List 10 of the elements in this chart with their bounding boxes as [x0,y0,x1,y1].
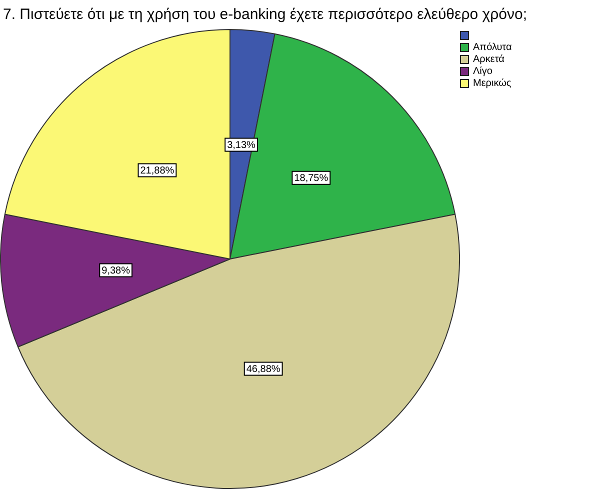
legend-label: Απόλυτα [473,42,512,53]
chart-title: 7. Πιστεύετε ότι με τη χρήση του e-banking έχετε περισσότερο ελεύθερο χρόνο; [3,6,527,23]
data-label: 18,75% [294,173,328,184]
data-label: 46,88% [246,364,280,376]
legend-label: Μερικώς [473,78,512,89]
legend-label: Λίγο [473,66,492,77]
data-label: 9,38% [102,266,130,277]
data-label: 21,88% [140,166,174,177]
data-label: 3,13% [227,140,256,152]
legend-label: Αρκετά [473,54,504,65]
